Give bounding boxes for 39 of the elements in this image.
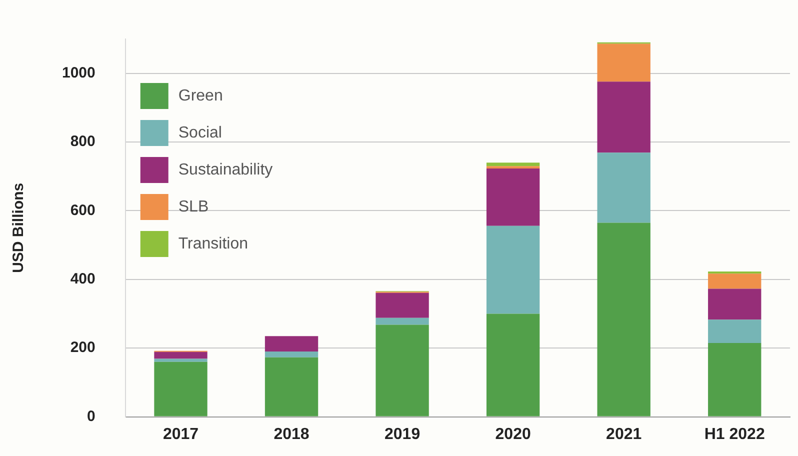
bar	[376, 318, 429, 325]
y-tick-label: 400	[70, 270, 96, 288]
bar	[264, 352, 318, 358]
x-tick-label: H1 2022	[704, 426, 765, 443]
bar	[154, 358, 208, 362]
x-tick-label: 2019	[384, 426, 420, 443]
bar	[708, 320, 762, 343]
legend-label: Green	[178, 87, 223, 104]
x-tick-label: 2020	[495, 426, 531, 443]
y-tick-label: 600	[70, 202, 96, 219]
bar	[597, 152, 650, 223]
bar	[486, 162, 540, 166]
y-tick-label: 800	[70, 133, 96, 150]
bar	[264, 336, 318, 352]
bar	[264, 357, 318, 416]
legend-label: Transition	[178, 235, 248, 252]
legend-label: Sustainability	[178, 161, 273, 178]
bar	[597, 44, 650, 82]
x-tick-label: 2021	[606, 426, 642, 443]
legend-label: SLB	[178, 198, 209, 216]
bar	[154, 362, 208, 416]
bar	[376, 292, 429, 318]
y-tick-label: 200	[70, 339, 96, 356]
bar	[708, 274, 762, 289]
bar	[486, 226, 540, 314]
x-tick-label: 2018	[274, 426, 310, 443]
bar	[486, 168, 540, 226]
bar	[597, 82, 650, 153]
bar	[154, 352, 208, 359]
x-tick-label: 2017	[162, 426, 199, 443]
y-tick-label: 1000	[62, 64, 96, 82]
bar	[376, 324, 429, 416]
y-tick-label: 0	[87, 408, 96, 425]
bar	[597, 222, 650, 416]
bar	[708, 342, 762, 416]
bar	[486, 314, 540, 416]
y-axis-title: USD Billions	[10, 182, 28, 273]
legend-label: Social	[178, 124, 222, 142]
bar	[708, 288, 762, 320]
